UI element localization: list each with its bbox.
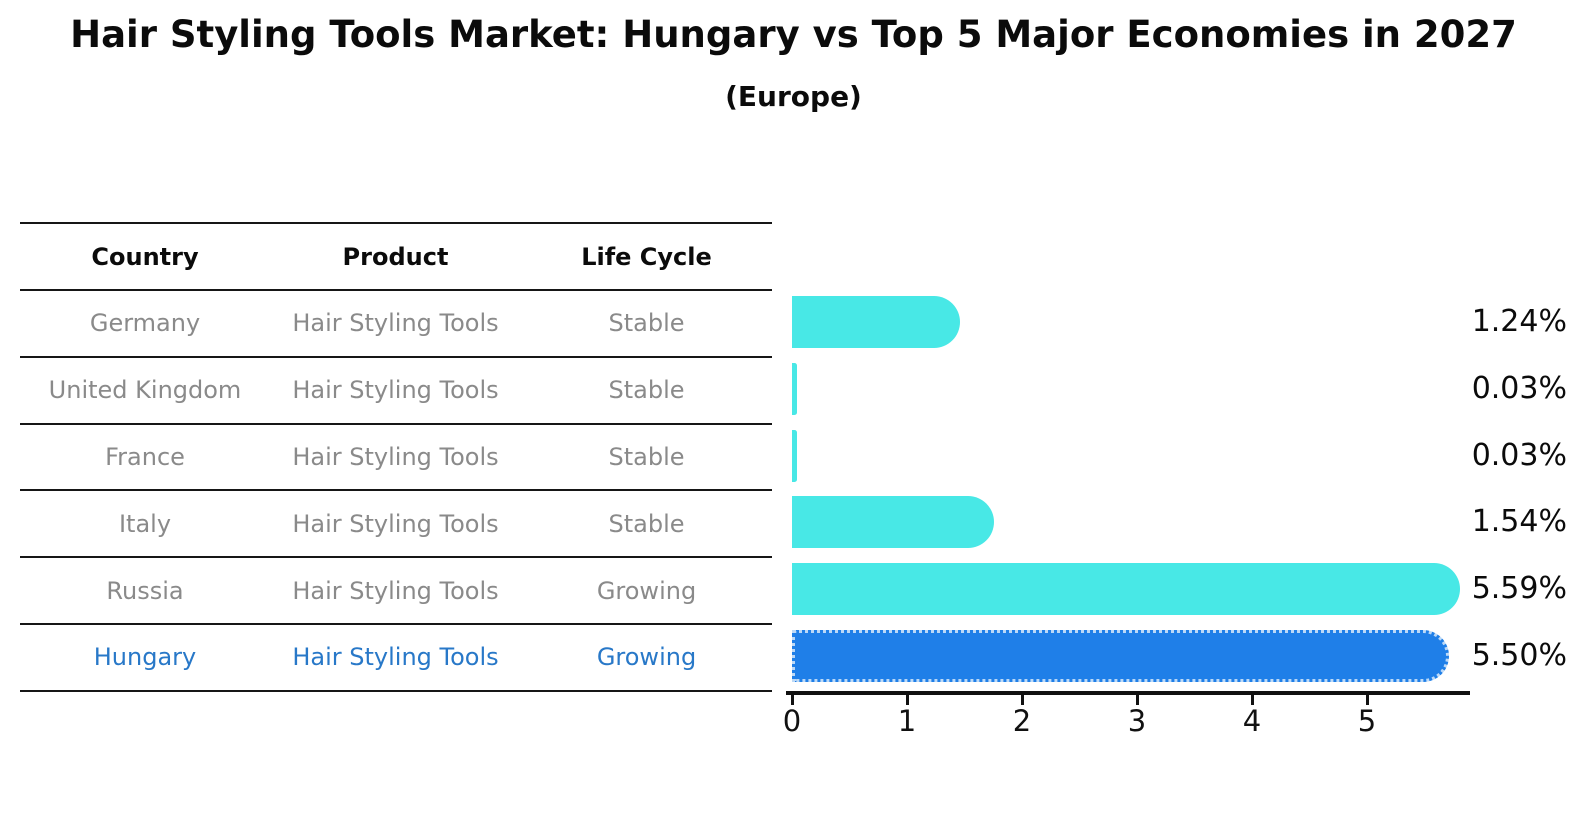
bar-united-kingdom (792, 362, 797, 415)
bar-value-label: 1.54% (1471, 504, 1567, 540)
cell-product: Hair Styling Tools (292, 309, 499, 338)
cell-product: Hair Styling Tools (292, 576, 499, 605)
table-row: France Hair Styling Tools Stable (20, 425, 772, 492)
bar-value-label: 0.03% (1471, 437, 1567, 473)
cell-life-cycle: Stable (608, 376, 685, 405)
x-tick-mark (791, 695, 794, 705)
cell-country: United Kingdom (48, 376, 242, 405)
x-tick-label: 1 (897, 704, 917, 738)
bar-value-label: 1.24% (1471, 304, 1567, 339)
cell-country: Germany (89, 309, 201, 338)
cell-country: Hungary (93, 643, 197, 672)
bar-russia (792, 563, 1460, 616)
x-tick-label: 3 (1127, 704, 1147, 738)
cell-country: France (105, 442, 185, 471)
column-header-product: Product (342, 242, 449, 271)
country-table: Country Product Life Cycle Germany Hair S… (20, 222, 772, 692)
cell-life-cycle: Stable (608, 442, 685, 471)
x-tick-mark (906, 695, 909, 705)
table-row: Italy Hair Styling Tools Stable (20, 491, 772, 559)
table-row: United Kingdom Hair Styling Tools Stable (20, 358, 772, 425)
cell-life-cycle: Growing (596, 576, 697, 605)
bar-value-label: 5.59% (1471, 571, 1567, 607)
x-tick-label: 0 (782, 704, 802, 738)
x-tick-label: 4 (1242, 704, 1262, 738)
cell-life-cycle: Stable (608, 309, 685, 338)
table-header-row: Country Product Life Cycle (20, 224, 772, 291)
table-row: Hungary Hair Styling Tools Growing (20, 625, 772, 692)
bar-germany (792, 296, 960, 348)
cell-product: Hair Styling Tools (292, 643, 499, 672)
bar-italy (792, 496, 995, 549)
bar-chart-plot-area (792, 289, 1468, 690)
x-tick-label: 5 (1357, 704, 1377, 738)
bar-france (792, 429, 797, 482)
cell-country: Russia (106, 576, 184, 605)
table-row: Germany Hair Styling Tools Stable (20, 291, 772, 358)
cell-product: Hair Styling Tools (292, 509, 499, 538)
cell-product: Hair Styling Tools (292, 376, 499, 405)
x-tick-label: 2 (1012, 704, 1032, 738)
cell-life-cycle: Stable (608, 509, 685, 538)
bar-hungary (792, 630, 1450, 682)
page-subtitle: (Europe) (725, 80, 862, 113)
x-tick-mark (1136, 695, 1139, 705)
cell-country: Italy (118, 509, 172, 538)
x-tick-mark (1251, 695, 1254, 705)
column-header-life-cycle: Life Cycle (581, 242, 712, 271)
table-body: Germany Hair Styling Tools Stable United Ki… (20, 291, 772, 692)
x-tick-mark (1021, 695, 1024, 705)
bar-value-label: 5.50% (1471, 638, 1567, 673)
bar-value-label: 0.03% (1471, 370, 1567, 406)
x-tick-mark (1366, 695, 1369, 705)
page-title: Hair Styling Tools Market: Hungary vs To… (70, 13, 1517, 56)
column-header-country: Country (91, 242, 199, 271)
table-row: Russia Hair Styling Tools Growing (20, 558, 772, 625)
x-axis-line (786, 691, 1470, 695)
cell-life-cycle: Growing (596, 643, 697, 672)
cell-product: Hair Styling Tools (292, 442, 499, 471)
